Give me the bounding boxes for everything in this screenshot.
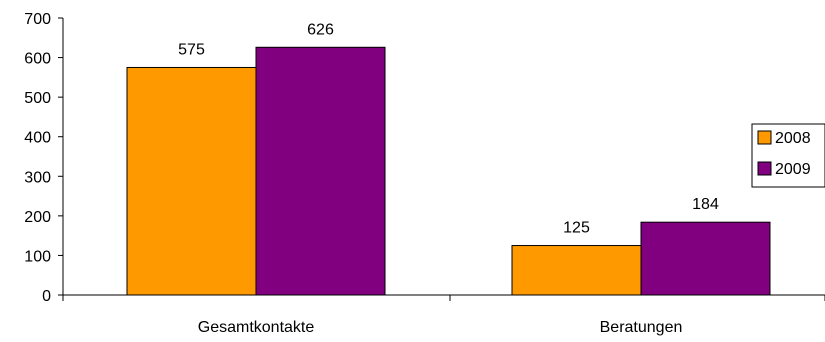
- data-label: 125: [563, 220, 590, 237]
- y-tick-label: 500: [24, 90, 51, 107]
- legend-label: 2008: [775, 130, 811, 147]
- y-tick-label: 0: [42, 288, 51, 305]
- legend-swatch-2009: [757, 161, 772, 176]
- y-tick-label: 400: [24, 130, 51, 147]
- bars: [126, 46, 771, 296]
- category-label: Beratungen: [600, 319, 683, 336]
- y-axis: 0 100 200 300 400 500 600 700: [24, 11, 64, 305]
- data-label: 626: [307, 21, 334, 38]
- bar-2008-1: [511, 245, 642, 296]
- y-tick-label: 100: [24, 248, 51, 265]
- legend: 2008 2009: [751, 123, 825, 188]
- data-label: 575: [178, 41, 205, 58]
- bar-2009-1: [640, 221, 771, 296]
- legend-label: 2009: [775, 161, 811, 178]
- data-labels: 575 626 125 184: [178, 21, 719, 236]
- data-label: 184: [692, 196, 719, 213]
- bar-2008-0: [126, 66, 257, 296]
- legend-swatch-2008: [757, 130, 772, 145]
- y-tick-label: 200: [24, 209, 51, 226]
- y-tick-label: 300: [24, 169, 51, 186]
- bar-2009-0: [255, 46, 386, 296]
- y-tick-label: 700: [24, 11, 51, 28]
- y-tick-label: 600: [24, 51, 51, 68]
- category-label: Gesamtkontakte: [198, 319, 315, 336]
- x-axis: Gesamtkontakte Beratungen: [62, 294, 825, 336]
